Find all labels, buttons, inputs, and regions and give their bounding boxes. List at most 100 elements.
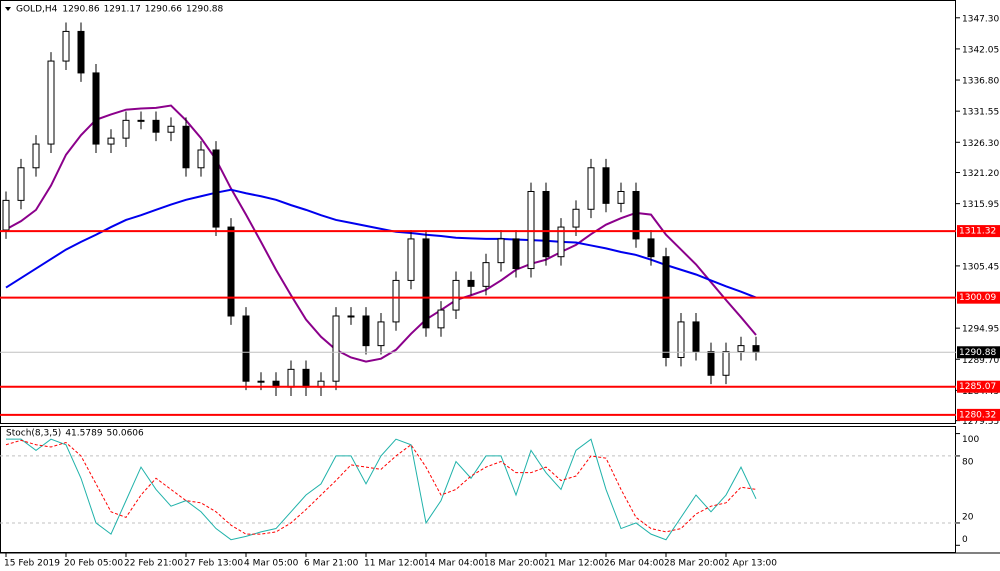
x-tick-label: 4 Mar 05:00 (244, 559, 299, 569)
stoch-line (6, 438, 757, 541)
candle-body (707, 351, 715, 376)
x-tick-label: 14 Mar 04:00 (424, 559, 484, 569)
level-label: 1280.32 (959, 410, 996, 420)
header-value: 1290.66 (145, 5, 182, 15)
candle-body (77, 30, 85, 74)
level-label: 1311.32 (959, 227, 996, 237)
x-tick-label: 6 Mar 21:00 (304, 559, 359, 569)
header-value: 1290.88 (186, 5, 223, 15)
candle-body (2, 199, 10, 231)
y-tick-label: 20 (962, 512, 974, 522)
y-tick-label: 1279.35 (962, 417, 999, 427)
candle-body (677, 321, 685, 358)
candle-body (737, 345, 745, 353)
x-tick-label: 22 Feb 21:00 (124, 559, 183, 569)
candle-body (62, 30, 70, 62)
last-price-label: 1290.88 (959, 348, 996, 358)
candle-body (527, 190, 535, 270)
candle-body (257, 380, 265, 383)
candle-body (557, 226, 565, 258)
x-tick-label: 18 Mar 20:00 (484, 559, 544, 569)
candle-body (182, 125, 190, 169)
candle-body (617, 190, 625, 204)
stoch-title: Stoch(8,3,5) (6, 429, 61, 439)
candle-body (197, 149, 205, 169)
y-tick-label: 1342.05 (962, 45, 999, 55)
y-tick-label: 1315.95 (962, 200, 999, 210)
header-value: 1290.86 (62, 5, 99, 15)
candle-body (107, 137, 115, 145)
x-tick-label: 26 Mar 04:00 (604, 559, 664, 569)
candle-body (632, 190, 640, 240)
y-tick-label: 1331.55 (962, 108, 999, 118)
candle-body (242, 315, 250, 382)
candle-body (542, 190, 550, 258)
candle-body (17, 167, 25, 201)
header-value: 1291.17 (104, 5, 141, 15)
y-tick-label: 100 (962, 435, 979, 445)
candle-body (92, 72, 100, 145)
candle-body (512, 238, 520, 270)
stoch-value: 41.5789 (65, 429, 102, 439)
x-tick-label: 27 Feb 13:00 (184, 559, 243, 569)
y-tick-label: 1321.20 (962, 169, 999, 179)
candle-body (437, 309, 445, 329)
main-frame (0, 0, 956, 424)
candle-body (152, 119, 160, 133)
y-tick-label: 1289.70 (962, 356, 999, 366)
y-tick-label: 1326.30 (962, 139, 999, 149)
moving-average (5, 188, 757, 299)
candle-body (362, 315, 370, 347)
candle-body (137, 119, 145, 122)
candle-body (212, 149, 220, 228)
y-tick-label: 80 (962, 457, 974, 467)
candle-body (647, 238, 655, 258)
candle-body (482, 262, 490, 287)
candle-body (332, 315, 340, 382)
stoch-line (5, 439, 757, 535)
last-price-box (957, 346, 1000, 359)
candle-body (692, 321, 700, 353)
candle-body (122, 119, 130, 139)
y-tick-label: 1336.80 (962, 77, 999, 87)
candle-body (452, 279, 460, 311)
level-box (957, 291, 1000, 304)
stoch-value: 50.0606 (107, 429, 144, 439)
candle-body (302, 368, 310, 388)
y-tick-label: 1347.30 (962, 14, 999, 24)
candle-body (347, 315, 355, 318)
x-tick-label: 15 Feb 2019 (4, 559, 60, 569)
candle-body (722, 351, 730, 376)
candle-body (662, 256, 670, 358)
candle-body (32, 143, 40, 169)
menu-arrow (5, 7, 11, 11)
y-tick-label: 0 (962, 535, 968, 545)
y-tick-label: 1305.45 (962, 262, 999, 272)
candle-body (422, 238, 430, 329)
candle-body (752, 345, 760, 353)
y-tick-label: 1294.95 (962, 325, 999, 335)
candle-body (587, 167, 595, 210)
chart-title: GOLD,H4 (16, 5, 58, 15)
candle-body (497, 238, 505, 264)
candle-body (572, 208, 580, 228)
x-tick-label: 2 Apr 13:00 (724, 559, 777, 569)
candle-body (392, 279, 400, 323)
candle-body (467, 279, 475, 287)
x-tick-label: 11 Mar 12:00 (364, 559, 424, 569)
candle-body (47, 60, 55, 145)
moving-average (5, 104, 757, 363)
x-tick-label: 21 Mar 12:00 (544, 559, 604, 569)
candle-body (227, 226, 235, 317)
x-tick-label: 20 Feb 05:00 (64, 559, 123, 569)
level-label: 1285.07 (959, 382, 996, 392)
level-box (957, 380, 1000, 393)
level-box (957, 225, 1000, 238)
candle-body (407, 238, 415, 281)
level-label: 1300.09 (959, 293, 996, 303)
x-tick-label: 28 Mar 20:00 (664, 559, 724, 569)
candle-body (377, 321, 385, 347)
